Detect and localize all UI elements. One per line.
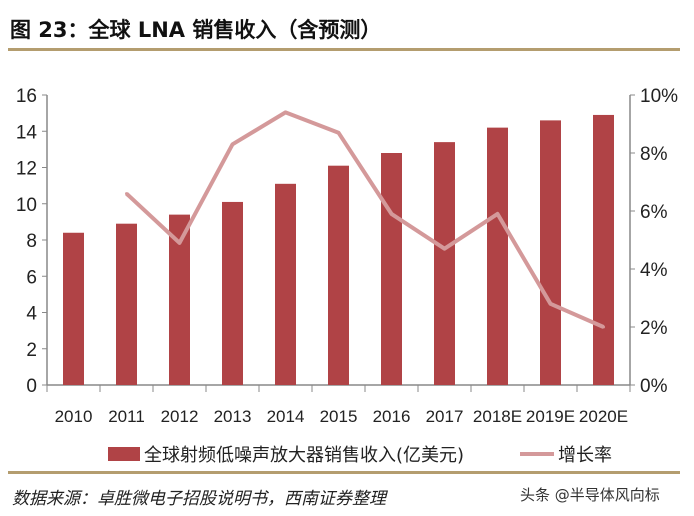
y-right-tick-label: 2%	[640, 318, 668, 339]
growth-rate-point	[602, 325, 605, 329]
growth-rate-point	[231, 142, 234, 146]
bar-2010	[63, 232, 84, 385]
x-tick-label: 2010	[55, 407, 93, 426]
x-tick-label: 2016	[373, 407, 411, 426]
growth-rate-point	[178, 241, 181, 245]
x-tick-label: 2014	[267, 407, 305, 426]
y-left-tick-label: 8	[26, 231, 37, 252]
growth-rate-point	[443, 247, 446, 251]
growth-rate-point	[496, 212, 499, 216]
legend-swatch-line	[520, 452, 554, 456]
title-divider	[8, 48, 680, 51]
footer-divider	[8, 471, 680, 474]
x-tick-label: 2011	[108, 407, 145, 426]
bar-2015	[328, 165, 349, 385]
growth-rate-point	[337, 131, 340, 135]
bar-2016	[381, 153, 402, 385]
legend-item-bar: 全球射频低噪声放大器销售收入(亿美元)	[108, 441, 464, 467]
bar-2011	[116, 223, 137, 385]
legend-swatch-bar	[108, 447, 140, 461]
y-left-tick-label: 0	[26, 376, 37, 397]
y-right-tick-label: 0%	[640, 376, 668, 397]
growth-rate-point	[390, 212, 393, 216]
x-tick-label: 2012	[161, 407, 199, 426]
source-note: 数据来源：卓胜微电子招股说明书，西南证券整理	[12, 489, 386, 509]
bar-2018E	[487, 127, 508, 385]
x-tick-label: 2015	[320, 407, 358, 426]
legend-label-line: 增长率	[558, 445, 612, 466]
x-tick-label: 2013	[214, 407, 252, 426]
y-left-tick-label: 4	[26, 304, 37, 325]
y-right-tick-label: 8%	[640, 144, 668, 165]
legend-label-bar: 全球射频低噪声放大器销售收入(亿美元)	[144, 445, 465, 466]
bar-2014	[275, 183, 296, 385]
growth-rate-point	[125, 192, 128, 196]
y-left-tick-label: 10	[16, 195, 37, 216]
y-right-tick-label: 4%	[640, 260, 668, 281]
y-left-tick-label: 6	[26, 267, 37, 288]
y-left-tick-label: 14	[16, 122, 38, 143]
chart-title: 图 23：全球 LNA 销售收入（含预测）	[10, 18, 382, 42]
y-right-tick-label: 10%	[640, 86, 678, 107]
growth-rate-line	[125, 110, 605, 329]
y-left-tick-label: 12	[16, 159, 37, 180]
x-tick-label: 2017	[426, 407, 464, 426]
y-right-tick-label: 6%	[640, 202, 668, 223]
legend-item-line: 增长率	[520, 441, 612, 467]
x-tick-label: 2019E	[526, 407, 575, 426]
bar-2019E	[540, 120, 561, 385]
watermark: 头条 @半导体风向标	[520, 486, 660, 504]
y-left-tick-label: 2	[26, 340, 37, 361]
growth-rate-point	[549, 302, 552, 306]
x-tick-label: 2018E	[473, 407, 522, 426]
bar-2012	[169, 214, 190, 385]
bar-2013	[222, 201, 243, 385]
chart-plot: 0 2 4 6 8 10 12 14 16 0% 2% 4% 6% 8% 10% 2010 2011 2012 20…	[16, 86, 678, 426]
y-left-tick-label: 16	[16, 86, 37, 107]
growth-rate-point	[284, 110, 287, 114]
x-tick-label: 2020E	[579, 407, 628, 426]
bar-2017	[434, 142, 455, 385]
bar-2020E	[593, 114, 614, 385]
